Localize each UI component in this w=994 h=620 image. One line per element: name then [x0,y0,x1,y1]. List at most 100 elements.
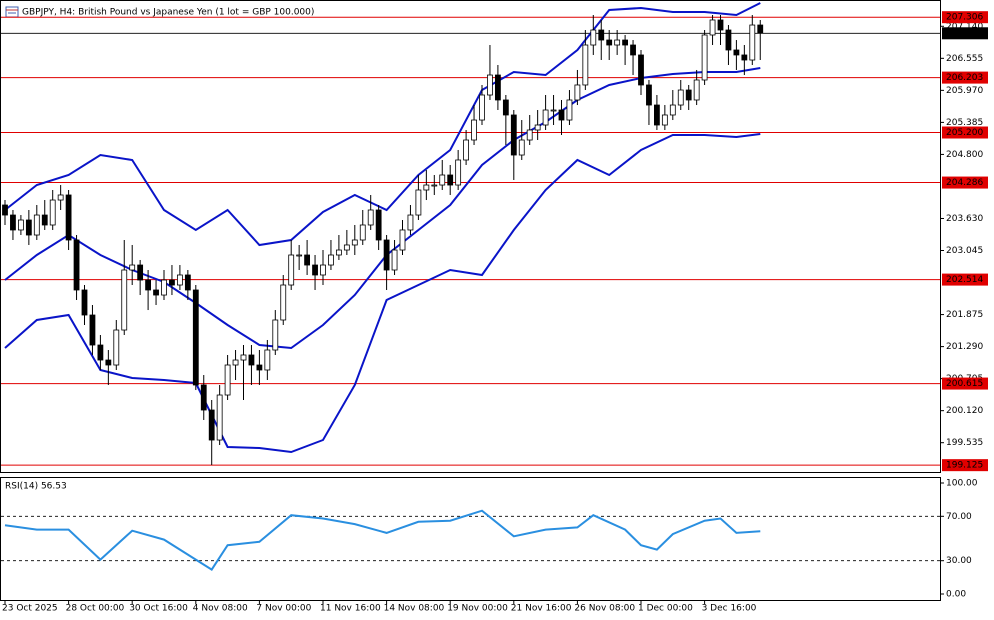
candle-body [97,344,104,361]
candle-body [534,124,541,131]
chart-title: GBPJPY, H4: British Pound vs Japanese Ye… [22,8,314,18]
candle-body [677,89,684,106]
candle-body [335,249,342,256]
candle-body [367,209,374,226]
y-tick-label: 100.00 [946,478,978,488]
y-tick-label: 0.00 [946,590,966,600]
candle-body [137,264,144,281]
candle-body [574,84,581,101]
candle-body [685,89,692,101]
candle-body [447,174,454,186]
y-tick-label: 201.290 [946,342,983,352]
candle-body [518,139,525,156]
candle-body [558,109,565,121]
candle-body [741,54,748,61]
level-label-box [942,126,988,139]
current-price-box [942,27,988,40]
level-label: 202.514 [946,275,983,285]
x-tick-label: 7 Nov 00:00 [256,604,311,614]
candle-body [49,199,56,226]
y-tick-label: 203.630 [946,214,983,224]
candle-body [614,39,621,46]
candle-body [224,364,231,396]
candle-body [439,174,446,186]
level-label-box [942,377,988,390]
candle-body [701,34,708,81]
x-tick-label: 14 Nov 08:00 [384,604,445,614]
candle-body [638,54,644,86]
candle-body [725,29,732,51]
current-price-label: 207.012 [946,29,983,39]
candle-body [622,39,628,46]
candle-body [248,354,255,366]
x-tick-label: 4 Nov 08:00 [193,604,248,614]
candle-body [717,19,724,31]
level-label: 200.615 [946,379,983,389]
candle-body [415,189,422,216]
main-frame [0,0,941,473]
candle-body [184,274,191,291]
y-tick-label: 203.045 [946,246,983,256]
candle-body [757,24,764,34]
x-tick-label: 30 Oct 16:00 [129,604,188,614]
candle-body [129,264,136,271]
rsi-title: RSI(14) 56.53 [5,482,67,492]
candle-body [526,129,533,141]
candle-body [399,229,406,251]
candle-body [153,289,159,296]
candle-body [749,24,756,61]
candle-body [176,274,183,286]
candle-body [161,279,167,296]
y-tick-label: 199.535 [946,438,983,448]
level-label-box [942,176,988,189]
candle-body [121,269,128,331]
candle-body [256,364,263,371]
candle-body [304,254,311,266]
level-label-box [942,11,988,24]
rsi-line [4,509,761,571]
candle-body [17,219,24,231]
candle-body [423,184,430,191]
candle-body [606,39,613,46]
candle-body [487,74,493,96]
candle-body [654,104,660,126]
candle-body [669,104,676,116]
x-tick-label: 23 Oct 2025 [2,604,58,614]
rsi-frame [0,477,941,601]
candle-body [33,214,40,236]
x-tick-label: 19 Nov 00:00 [447,604,508,614]
level-label-box [942,273,988,286]
candle-body [383,239,390,271]
level-label: 199.125 [946,461,983,471]
candle-body [359,224,366,241]
candle-body [455,159,462,186]
y-tick-label: 201.875 [946,310,983,320]
candle-body [65,194,72,241]
candle-body [200,384,207,411]
y-tick-label: 207.140 [946,22,983,32]
candle-body [25,219,32,236]
candle-body [192,289,199,386]
candle-body [479,94,485,121]
candle-body [41,214,48,226]
candle-body [351,239,358,246]
symbol-icon [5,6,19,18]
candle-body [550,109,557,112]
y-tick-label: 204.800 [946,150,983,160]
candle-body [630,44,636,56]
candle-body [232,359,239,366]
candle-body [646,84,652,106]
candle-body [320,264,326,276]
candle-body [272,319,279,351]
candle-body [216,394,223,441]
candle-body [582,44,589,86]
candle-body [280,284,287,321]
candle-body [288,254,295,286]
candle-body [693,79,700,101]
candle-body [375,209,382,241]
candle-body [73,239,80,291]
candle-body [208,409,215,441]
candle-body [733,49,740,56]
level-label: 206.203 [946,73,983,83]
